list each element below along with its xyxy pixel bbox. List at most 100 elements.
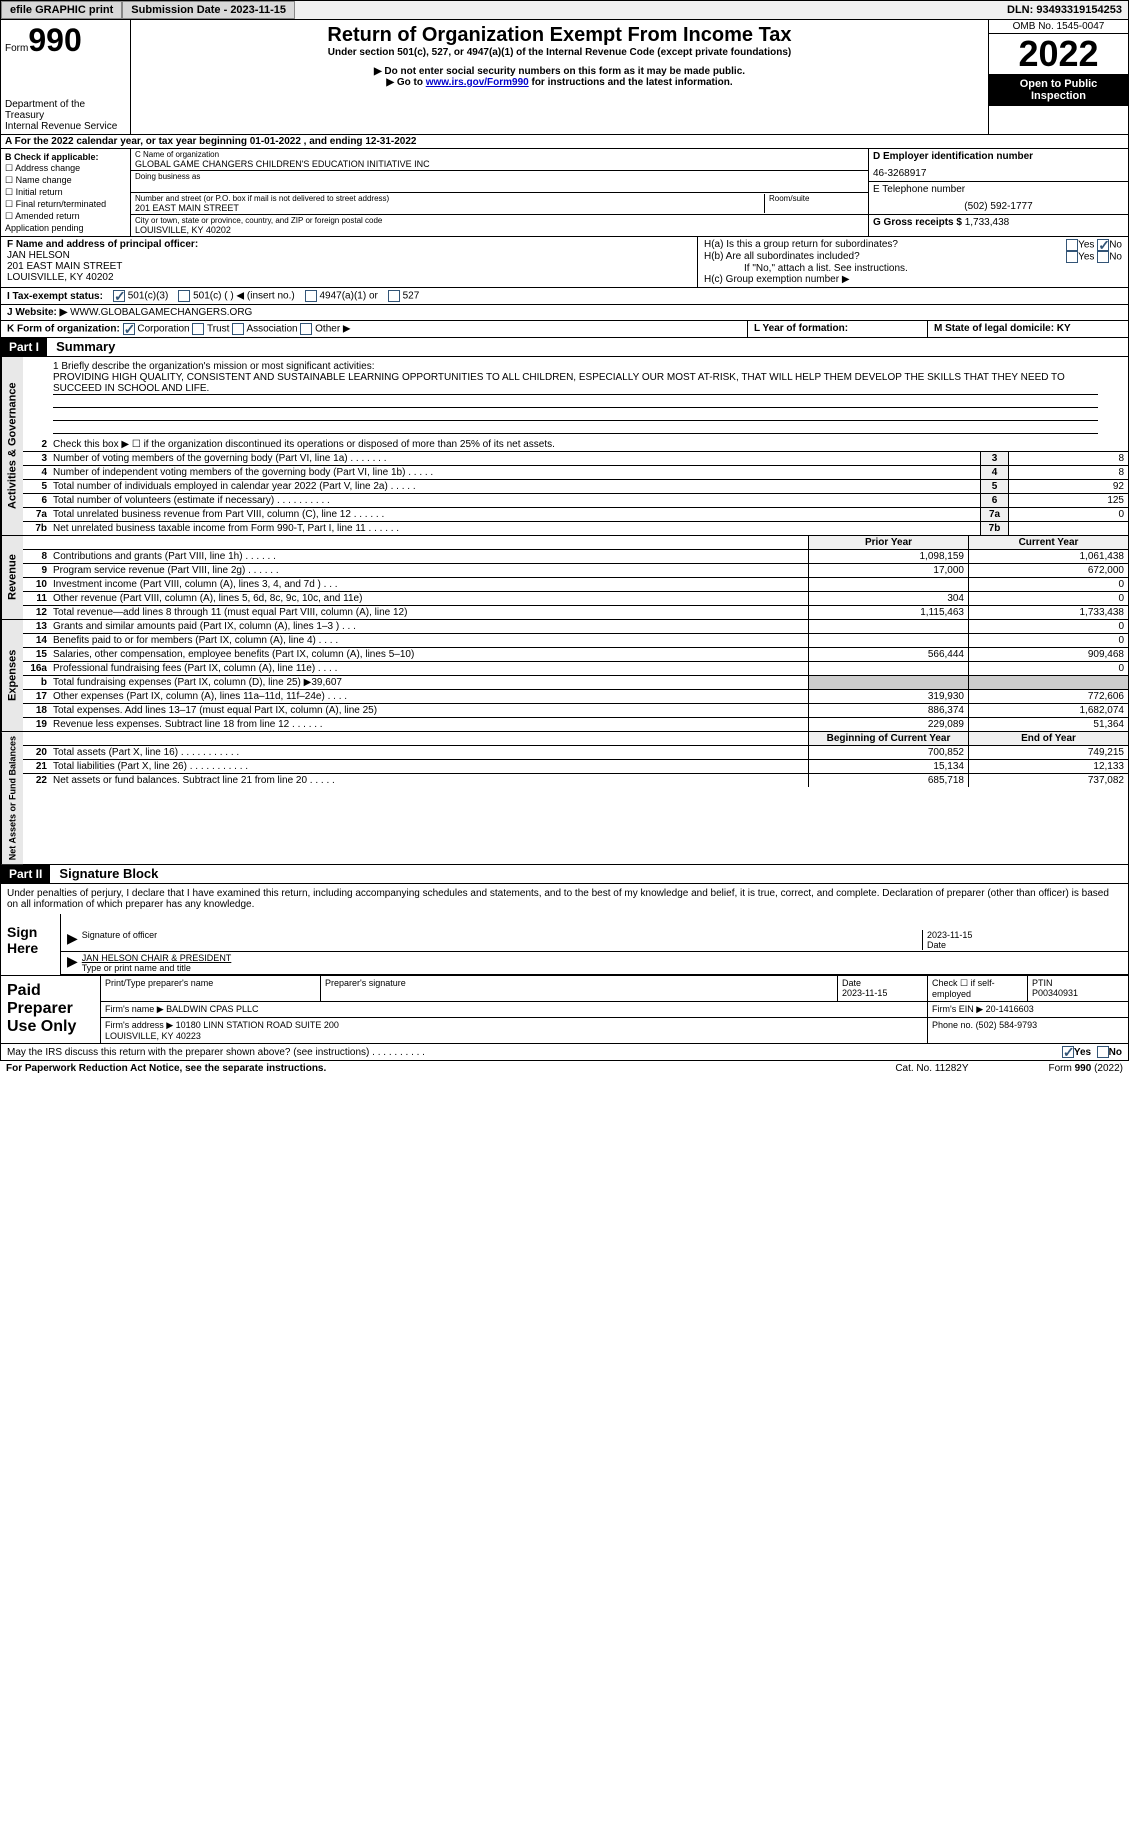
line-7a-num: 7a <box>23 508 51 521</box>
revenue-section: Revenue Prior Year Current Year 8Contrib… <box>0 536 1129 620</box>
ha-yes-checkbox[interactable] <box>1066 239 1078 251</box>
line-16b-current <box>968 676 1128 689</box>
line-5-val: 92 <box>1008 480 1128 493</box>
ptin-value: P00340931 <box>1032 988 1078 998</box>
line-12-num: 12 <box>23 606 51 619</box>
end-year-header: End of Year <box>968 732 1128 745</box>
info-block: B Check if applicable: ☐ Address change … <box>0 149 1129 237</box>
org-address: 201 EAST MAIN STREET <box>135 203 764 213</box>
tax-exempt-row: I Tax-exempt status: 501(c)(3) 501(c) ( … <box>0 288 1129 305</box>
activities-label: Activities & Governance <box>1 357 23 535</box>
line-21-current: 12,133 <box>968 760 1128 773</box>
line-18-prior: 886,374 <box>808 704 968 717</box>
sig-date-value: 2023-11-15 <box>927 930 1122 940</box>
line-14-current: 0 <box>968 634 1128 647</box>
sign-here-label: Sign Here <box>1 914 61 975</box>
line-22-prior: 685,718 <box>808 774 968 787</box>
submission-date-button[interactable]: Submission Date - 2023-11-15 <box>122 1 295 19</box>
sig-date-label: Date <box>927 940 1122 950</box>
line-5-box: 5 <box>980 480 1008 493</box>
line-16b-num: b <box>23 676 51 689</box>
irs-discuss-text: May the IRS discuss this return with the… <box>7 1047 1062 1058</box>
irs-no-checkbox[interactable] <box>1097 1046 1109 1058</box>
part1-header: Part I <box>1 338 47 356</box>
line-3-box: 3 <box>980 452 1008 465</box>
line-7a-text: Total unrelated business revenue from Pa… <box>51 508 980 521</box>
self-employed-check[interactable]: Check ☐ if self-employed <box>928 976 1028 1001</box>
line-4-num: 4 <box>23 466 51 479</box>
line-20-text: Total assets (Part X, line 16) . . . . .… <box>51 746 808 759</box>
part1-title: Summary <box>50 339 115 354</box>
line-13-num: 13 <box>23 620 51 633</box>
chk-initial-return[interactable]: ☐ Initial return <box>5 187 126 198</box>
sig-name-label: Type or print name and title <box>82 963 1122 973</box>
line-6-num: 6 <box>23 494 51 507</box>
chk-4947[interactable] <box>305 290 317 302</box>
ha-label: H(a) Is this a group return for subordin… <box>704 239 1022 251</box>
chk-501c3[interactable] <box>113 290 125 302</box>
chk-name-change[interactable]: ☐ Name change <box>5 175 126 186</box>
line-2-text: Check this box ▶ ☐ if the organization d… <box>51 438 1128 451</box>
line-4-text: Number of independent voting members of … <box>51 466 980 479</box>
chk-501c[interactable] <box>178 290 190 302</box>
begin-year-header: Beginning of Current Year <box>808 732 968 745</box>
website-row: J Website: ▶ WWW.GLOBALGAMECHANGERS.ORG <box>0 305 1129 321</box>
chk-other[interactable] <box>300 323 312 335</box>
line-22-num: 22 <box>23 774 51 787</box>
efile-print-button[interactable]: efile GRAPHIC print <box>1 1 122 19</box>
phone-label: Phone no. <box>932 1020 973 1030</box>
org-name: GLOBAL GAME CHANGERS CHILDREN'S EDUCATIO… <box>135 159 864 169</box>
mission-text: PROVIDING HIGH QUALITY, CONSISTENT AND S… <box>53 372 1098 395</box>
form-org-row: K Form of organization: Corporation Trus… <box>0 321 1129 338</box>
current-year-header: Current Year <box>968 536 1128 549</box>
chk-trust[interactable] <box>192 323 204 335</box>
line-7b-val <box>1008 522 1128 535</box>
ha-no-checkbox[interactable] <box>1097 239 1109 251</box>
line-16a-num: 16a <box>23 662 51 675</box>
chk-corp[interactable] <box>123 323 135 335</box>
state-domicile: M State of legal domicile: KY <box>934 323 1071 334</box>
dept-label: Department of the Treasury Internal Reve… <box>5 99 126 132</box>
irs-discuss-row: May the IRS discuss this return with the… <box>0 1044 1129 1061</box>
line-11-text: Other revenue (Part VIII, column (A), li… <box>51 592 808 605</box>
line-17-text: Other expenses (Part IX, column (A), lin… <box>51 690 808 703</box>
line-19-current: 51,364 <box>968 718 1128 731</box>
line-19-num: 19 <box>23 718 51 731</box>
part2-title: Signature Block <box>53 866 158 881</box>
city-label: City or town, state or province, country… <box>135 216 864 225</box>
line-16a-prior <box>808 662 968 675</box>
irs-yes-checkbox[interactable] <box>1062 1046 1074 1058</box>
irs-link[interactable]: www.irs.gov/Form990 <box>426 77 529 88</box>
line-9-current: 672,000 <box>968 564 1128 577</box>
gross-label: G Gross receipts $ <box>873 217 962 228</box>
officer-label: F Name and address of principal officer: <box>7 239 198 250</box>
line-5-text: Total number of individuals employed in … <box>51 480 980 493</box>
line-12-prior: 1,115,463 <box>808 606 968 619</box>
line-17-current: 772,606 <box>968 690 1128 703</box>
chk-pending[interactable]: Application pending <box>5 223 126 233</box>
website-label: J Website: ▶ <box>7 307 67 318</box>
line-3-num: 3 <box>23 452 51 465</box>
line-8-current: 1,061,438 <box>968 550 1128 563</box>
line-21-text: Total liabilities (Part X, line 26) . . … <box>51 760 808 773</box>
officer-addr1: 201 EAST MAIN STREET <box>7 261 691 272</box>
chk-527[interactable] <box>388 290 400 302</box>
chk-final-return[interactable]: ☐ Final return/terminated <box>5 199 126 210</box>
line-4-val: 8 <box>1008 466 1128 479</box>
col-b-label: B Check if applicable: <box>5 152 126 162</box>
phone-value: (502) 584-9793 <box>976 1020 1038 1030</box>
hb-no-checkbox[interactable] <box>1097 251 1109 263</box>
line-13-text: Grants and similar amounts paid (Part IX… <box>51 620 808 633</box>
paid-date-label: Date <box>842 978 861 988</box>
chk-address-change[interactable]: ☐ Address change <box>5 163 126 174</box>
line-9-prior: 17,000 <box>808 564 968 577</box>
chk-amended[interactable]: ☐ Amended return <box>5 211 126 222</box>
netassets-section: Net Assets or Fund Balances Beginning of… <box>0 732 1129 865</box>
chk-assoc[interactable] <box>232 323 244 335</box>
form-sub2: ▶ Do not enter social security numbers o… <box>135 66 984 77</box>
line-19-text: Revenue less expenses. Subtract line 18 … <box>51 718 808 731</box>
col-b-checkboxes: B Check if applicable: ☐ Address change … <box>1 149 131 236</box>
hb-yes-checkbox[interactable] <box>1066 251 1078 263</box>
line-20-num: 20 <box>23 746 51 759</box>
expenses-label: Expenses <box>1 620 23 731</box>
